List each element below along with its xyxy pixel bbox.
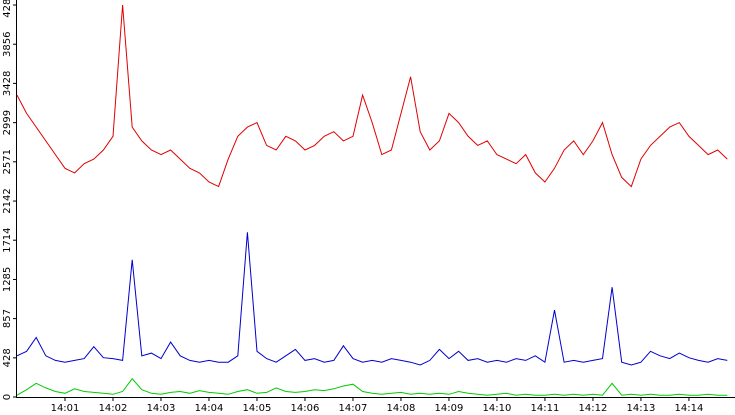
y-tick-label: 3428 <box>2 71 13 96</box>
y-tick-label: 428 <box>2 348 13 367</box>
x-tick-label: 14:04 <box>195 403 224 414</box>
x-tick-label: 14:14 <box>675 403 704 414</box>
y-tick-label: 4285 <box>2 0 13 18</box>
x-tick-label: 14:10 <box>483 403 512 414</box>
x-tick-label: 14:05 <box>243 403 272 414</box>
y-tick-label: 1714 <box>2 227 13 252</box>
y-tick-label: 2571 <box>2 149 13 174</box>
x-tick-label: 14:01 <box>51 403 80 414</box>
x-tick-label: 14:06 <box>291 403 320 414</box>
series-line <box>16 377 728 396</box>
series-line <box>16 232 728 366</box>
x-tick-label: 14:07 <box>339 403 368 414</box>
y-tick-label: 2142 <box>2 188 13 213</box>
series-line <box>16 4 728 188</box>
y-tick-label: 0 <box>2 394 13 400</box>
y-tick-label: 3856 <box>2 32 13 57</box>
y-tick-label: 1285 <box>2 267 13 292</box>
x-tick-label: 14:13 <box>627 403 656 414</box>
x-tick-label: 14:08 <box>387 403 416 414</box>
x-tick-label: 14:09 <box>435 403 464 414</box>
x-tick-label: 14:12 <box>579 403 608 414</box>
y-tick-label: 857 <box>2 309 13 328</box>
x-tick-label: 14:02 <box>99 403 128 414</box>
y-tick-label: 2999 <box>2 110 13 135</box>
x-tick-label: 14:03 <box>147 403 176 414</box>
x-tick-label: 14:11 <box>531 403 560 414</box>
